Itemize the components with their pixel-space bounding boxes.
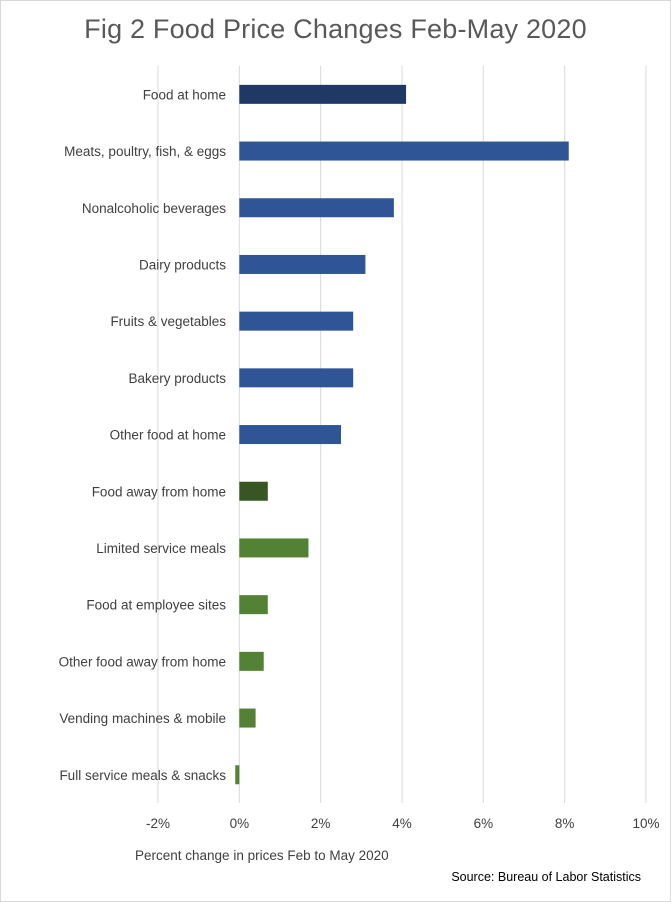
- x-tick-label: 4%: [392, 816, 412, 831]
- bar: [239, 84, 407, 104]
- x-tick-label: 6%: [474, 816, 494, 831]
- bar: [239, 595, 268, 615]
- bar: [239, 425, 341, 445]
- x-tick-label: 10%: [632, 816, 659, 831]
- bars: [235, 84, 569, 785]
- x-axis-label: Percent change in prices Feb to May 2020: [135, 848, 389, 863]
- bar: [239, 141, 569, 161]
- bar: [235, 765, 240, 785]
- category-label: Meats, poultry, fish, & eggs: [64, 144, 226, 159]
- category-label: Full service meals & snacks: [59, 768, 226, 783]
- bar: [239, 538, 309, 558]
- category-label: Dairy products: [139, 257, 226, 272]
- gridlines: [157, 66, 647, 803]
- category-label: Other food at home: [110, 428, 226, 443]
- x-tick-label: 2%: [311, 816, 331, 831]
- source-note: Source: Bureau of Labor Statistics: [451, 870, 641, 884]
- category-label: Limited service meals: [96, 541, 226, 556]
- bar: [239, 254, 366, 274]
- category-label: Nonalcoholic beverages: [82, 201, 226, 216]
- category-label: Bakery products: [128, 371, 226, 386]
- category-label: Fruits & vegetables: [110, 314, 226, 329]
- category-label: Food at employee sites: [86, 598, 226, 613]
- x-tick-labels: -2% 0% 2% 4% 6% 8% 10%: [146, 816, 660, 831]
- chart-title: Fig 2 Food Price Changes Feb-May 2020: [84, 14, 587, 44]
- x-tick-label: 8%: [555, 816, 575, 831]
- x-tick-label: -2%: [146, 816, 170, 831]
- bar: [239, 198, 394, 218]
- category-label: Other food away from home: [59, 654, 226, 669]
- bar: [239, 481, 268, 501]
- x-tick-label: 0%: [230, 816, 250, 831]
- category-label: Food at home: [143, 87, 226, 102]
- bar: [239, 708, 256, 728]
- category-label: Vending machines & mobile: [59, 711, 226, 726]
- bar: [239, 651, 264, 671]
- category-labels: Food at home Meats, poultry, fish, & eggs…: [59, 87, 227, 782]
- bar: [239, 368, 354, 388]
- category-label: Food away from home: [92, 484, 226, 499]
- bar: [239, 311, 354, 331]
